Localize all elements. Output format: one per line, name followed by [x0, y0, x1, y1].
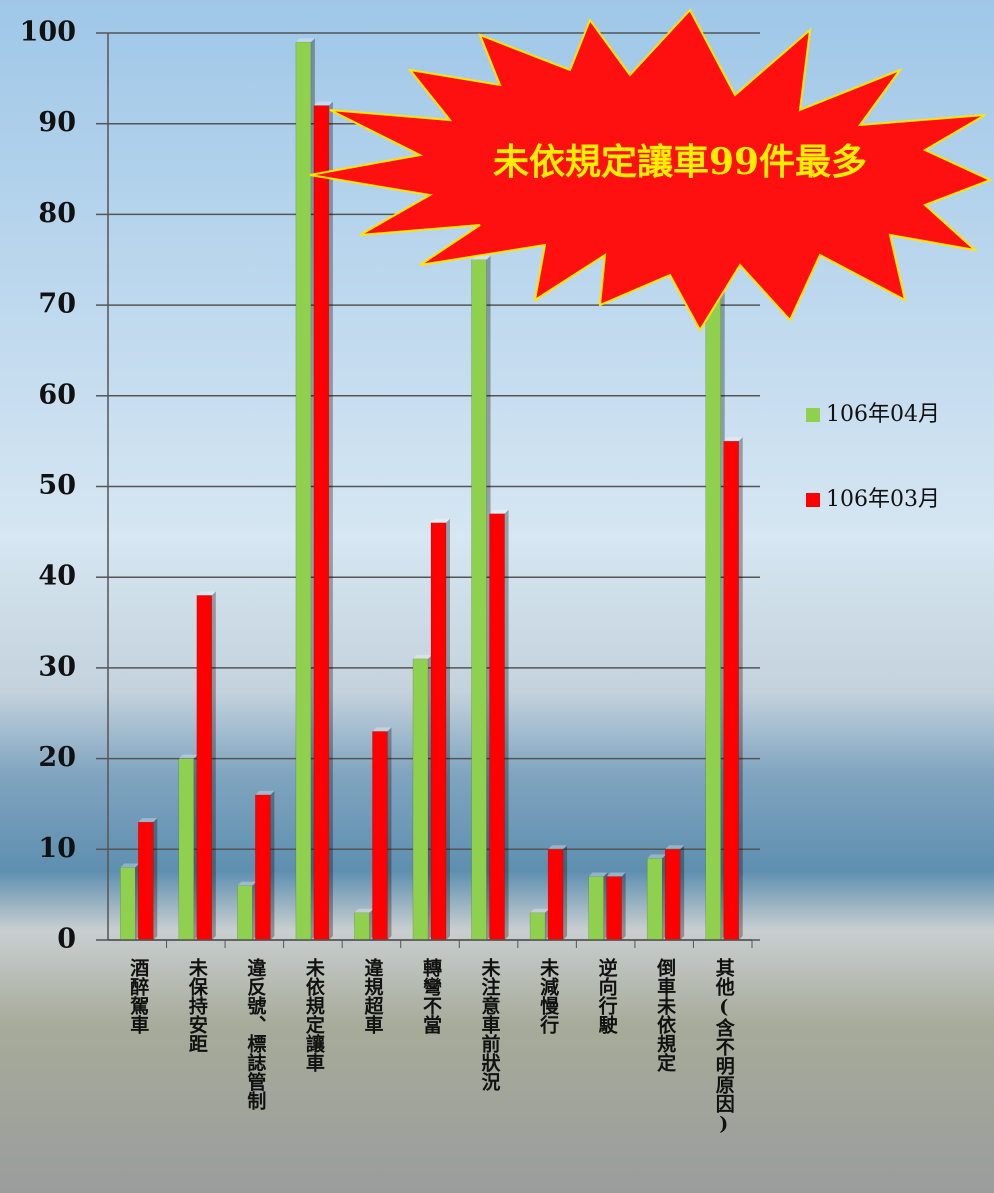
bar: [372, 731, 388, 941]
x-tick-label: 酒醉駕車: [127, 958, 149, 1035]
bar: [529, 912, 546, 941]
bar-top: [530, 908, 550, 913]
bar: [489, 513, 505, 941]
bar-top: [548, 845, 568, 850]
x-tick-label: 違規超車: [361, 957, 384, 1035]
legend-label: 106年04月: [826, 402, 940, 427]
y-tick-label: 60: [38, 379, 76, 410]
x-tick-label: 其他(含不明原因): [713, 958, 736, 1135]
x-tick-label: 未減慢行: [537, 957, 560, 1034]
y-tick-label: 40: [38, 561, 76, 592]
x-tick-label: 倒車未依規定: [654, 957, 677, 1073]
y-tick-label: 50: [38, 470, 76, 501]
legend-swatch: [806, 493, 820, 507]
bar-top: [178, 754, 198, 759]
bar: [255, 794, 271, 941]
bar: [646, 858, 663, 941]
x-tick-label: 轉彎不當: [420, 958, 442, 1035]
bar-shade: [328, 101, 333, 940]
x-tick-label: 未保持安距: [186, 957, 209, 1053]
bar: [354, 912, 370, 941]
bar: [723, 440, 739, 941]
bar-top: [606, 872, 626, 877]
bar-shade: [621, 872, 626, 940]
x-tick-label: 未依規定讓車: [303, 957, 326, 1073]
bar-top: [120, 863, 140, 868]
bar-shade: [387, 727, 392, 940]
bar: [606, 876, 622, 941]
bar-top: [196, 591, 216, 596]
y-tick-label: 80: [38, 198, 76, 229]
bar-top: [413, 654, 432, 659]
legend-label: 106年03月: [826, 487, 940, 512]
bar-top: [138, 818, 158, 823]
bar: [138, 821, 154, 941]
x-tick-label: 未注意車前狀況: [479, 957, 502, 1092]
legend-swatch: [806, 408, 820, 422]
bar-top: [723, 437, 743, 442]
bar: [313, 105, 330, 941]
bar-top: [431, 518, 450, 523]
bar-shade: [563, 845, 568, 940]
bar-top: [313, 101, 333, 106]
bar-shade: [738, 437, 743, 940]
y-tick-label: 0: [57, 924, 76, 955]
bar-shade: [153, 818, 158, 940]
bar: [237, 885, 253, 941]
bar-top: [255, 790, 275, 795]
bar: [120, 867, 136, 941]
bar: [588, 876, 604, 941]
bar: [547, 849, 564, 941]
bar-top: [237, 881, 257, 886]
bar-shade: [504, 509, 509, 940]
bar: [430, 522, 447, 941]
bar-top: [665, 845, 685, 850]
bar-top: [489, 509, 509, 514]
bar-top: [588, 872, 608, 877]
y-tick-label: 10: [38, 833, 76, 864]
bar: [196, 595, 213, 941]
bar: [664, 849, 681, 941]
y-tick-label: 30: [38, 651, 76, 682]
bar: [295, 41, 312, 941]
y-tick-label: 20: [38, 742, 76, 773]
bar: [178, 758, 195, 941]
x-tick-label: 逆向行駛: [596, 957, 619, 1035]
annotation: 未依規定讓車99件最多: [493, 141, 867, 183]
bar-shade: [446, 518, 450, 940]
bar: [705, 295, 721, 941]
bar-shade: [270, 790, 275, 940]
bar-top: [354, 908, 374, 913]
bar-shade: [680, 845, 685, 940]
bar: [471, 259, 487, 941]
bar-top: [295, 38, 315, 43]
bar-top: [647, 854, 667, 859]
y-tick-label: 70: [38, 289, 76, 320]
x-tick-label: 違反號、標誌管制: [244, 957, 266, 1110]
y-tick-label: 100: [20, 17, 76, 48]
starburst: [309, 8, 993, 332]
bar: [412, 658, 429, 941]
y-tick-label: 90: [38, 107, 76, 138]
bar-top: [372, 727, 392, 732]
bar-shade: [211, 591, 216, 940]
